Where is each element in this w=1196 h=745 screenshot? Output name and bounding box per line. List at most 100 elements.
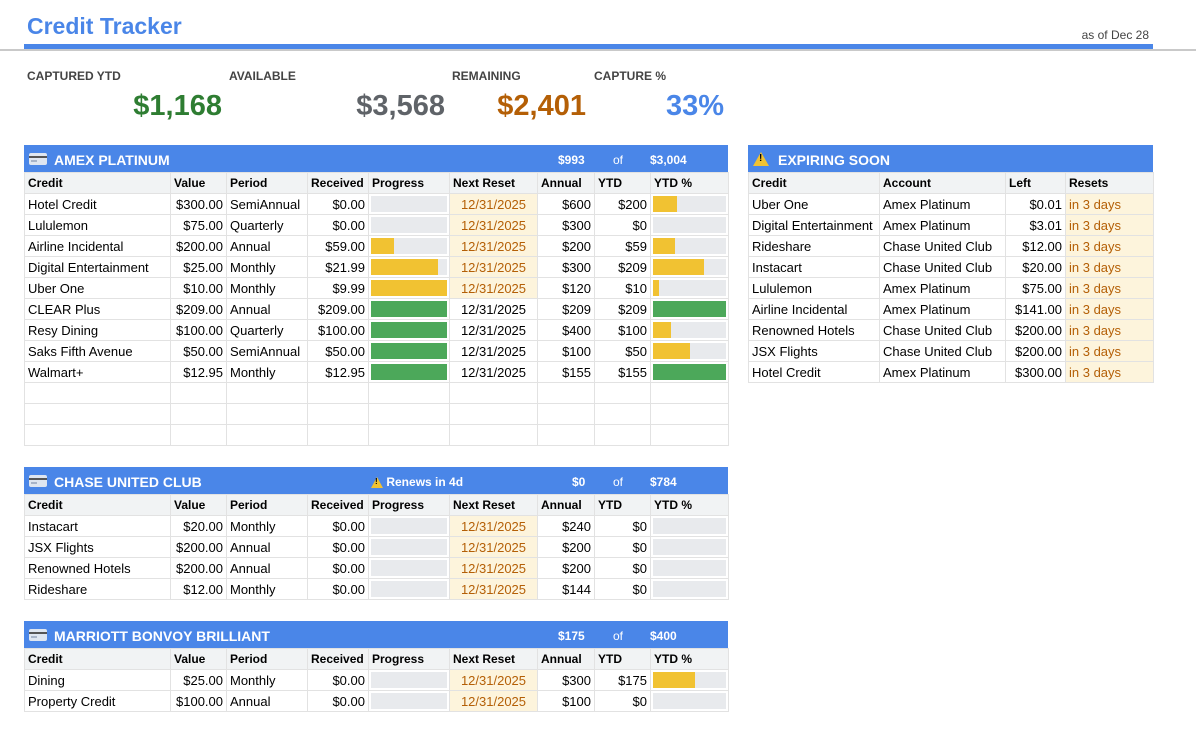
annual-cell: $120 bbox=[537, 277, 595, 299]
ytd-percent-bar bbox=[653, 280, 726, 296]
column-header-progress: Progress bbox=[368, 494, 450, 516]
progress-cell bbox=[368, 690, 450, 712]
received-cell: $0.00 bbox=[307, 557, 369, 579]
annual-cell: $100 bbox=[537, 340, 595, 362]
table-row: Dining $25.00 Monthly $0.00 12/31/2025 $300 $1… bbox=[24, 669, 729, 691]
value-cell: $209.00 bbox=[170, 298, 227, 320]
value-cell: $25.00 bbox=[170, 256, 227, 278]
resets-cell: in 3 days bbox=[1065, 340, 1154, 362]
annual-cell: $200 bbox=[537, 536, 595, 558]
credit-cell: JSX Flights bbox=[24, 536, 171, 558]
progress-cell bbox=[368, 361, 450, 383]
column-header-ytd: YTD bbox=[594, 172, 651, 194]
table-row: Airline Incidental $200.00 Annual $59.00 12/… bbox=[24, 235, 729, 257]
empty-cell bbox=[650, 403, 729, 425]
next-reset-cell: 12/31/2025 bbox=[449, 193, 538, 215]
column-header-credit: Credit bbox=[24, 494, 171, 516]
next-reset-cell: 12/31/2025 bbox=[449, 235, 538, 257]
value-cell: $200.00 bbox=[170, 557, 227, 579]
ytd-percent-bar-fill bbox=[653, 238, 675, 254]
empty-row bbox=[24, 382, 729, 404]
empty-cell bbox=[449, 382, 538, 404]
annual-cell: $300 bbox=[537, 669, 595, 691]
table-row: Hotel Credit $300.00 SemiAnnual $0.00 12/31/… bbox=[24, 193, 729, 215]
resets-cell: in 3 days bbox=[1065, 319, 1154, 341]
marriott-credits-table: Credit Value Period Received Progress Next Re… bbox=[24, 648, 729, 712]
ytd-cell: $10 bbox=[594, 277, 651, 299]
ytd-percent-cell bbox=[650, 578, 729, 600]
page-title: Credit Tracker bbox=[27, 13, 182, 39]
empty-cell bbox=[594, 382, 651, 404]
ytd-percent-bar-fill bbox=[653, 301, 726, 317]
empty-cell bbox=[226, 424, 308, 446]
amex-card-header: AMEX PLATINUM $993 of $3,004 bbox=[24, 145, 728, 172]
ytd-cell: $50 bbox=[594, 340, 651, 362]
ytd-cell: $0 bbox=[594, 515, 651, 537]
marriott-bonvoy-card: MARRIOTT BONVOY BRILLIANT $175 of $400 C… bbox=[24, 621, 729, 712]
progress-bar bbox=[371, 301, 447, 317]
annual-cell: $240 bbox=[537, 515, 595, 537]
empty-cell bbox=[368, 403, 450, 425]
column-header-progress: Progress bbox=[368, 648, 450, 670]
progress-cell bbox=[368, 298, 450, 320]
account-cell: Chase United Club bbox=[879, 256, 1006, 278]
empty-cell bbox=[449, 403, 538, 425]
progress-cell bbox=[368, 536, 450, 558]
period-cell: Monthly bbox=[226, 669, 308, 691]
progress-cell bbox=[368, 193, 450, 215]
credit-cell: Renowned Hotels bbox=[748, 319, 880, 341]
received-cell: $50.00 bbox=[307, 340, 369, 362]
column-header-left: Left bbox=[1005, 172, 1066, 194]
column-header-value: Value bbox=[170, 494, 227, 516]
empty-cell bbox=[24, 403, 171, 425]
period-cell: Monthly bbox=[226, 515, 308, 537]
ytd-cell: $0 bbox=[594, 578, 651, 600]
column-header-received: Received bbox=[307, 494, 369, 516]
value-cell: $100.00 bbox=[170, 690, 227, 712]
value-cell: $100.00 bbox=[170, 319, 227, 341]
ytd-cell: $0 bbox=[594, 536, 651, 558]
annual-cell: $200 bbox=[537, 235, 595, 257]
table-row: Instacart Chase United Club $20.00 in 3 day… bbox=[748, 256, 1154, 278]
column-header-ytd: YTD bbox=[594, 494, 651, 516]
credit-cell: JSX Flights bbox=[748, 340, 880, 362]
column-header-ytd-pct: YTD % bbox=[650, 172, 729, 194]
period-cell: Monthly bbox=[226, 361, 308, 383]
annual-cell: $300 bbox=[537, 214, 595, 236]
empty-cell bbox=[24, 424, 171, 446]
received-cell: $0.00 bbox=[307, 578, 369, 600]
ytd-percent-bar bbox=[653, 259, 726, 275]
received-cell: $59.00 bbox=[307, 235, 369, 257]
ytd-percent-cell bbox=[650, 361, 729, 383]
credit-cell: Digital Entertainment bbox=[24, 256, 171, 278]
empty-cell bbox=[307, 382, 369, 404]
credit-cell: Lululemon bbox=[748, 277, 880, 299]
credit-cell: Resy Dining bbox=[24, 319, 171, 341]
empty-cell bbox=[449, 424, 538, 446]
column-header-period: Period bbox=[226, 172, 308, 194]
ytd-percent-bar bbox=[653, 581, 726, 597]
progress-bar bbox=[371, 693, 447, 709]
amex-platinum-card: AMEX PLATINUM $993 of $3,004 Credit Value… bbox=[24, 145, 729, 446]
table-row: Digital Entertainment Amex Platinum $3.01 i… bbox=[748, 214, 1154, 236]
resets-cell: in 3 days bbox=[1065, 214, 1154, 236]
account-cell: Chase United Club bbox=[879, 235, 1006, 257]
period-cell: Monthly bbox=[226, 277, 308, 299]
amex-total: $3,004 bbox=[650, 153, 687, 167]
received-cell: $0.00 bbox=[307, 193, 369, 215]
progress-bar bbox=[371, 672, 447, 688]
annual-cell: $600 bbox=[537, 193, 595, 215]
ytd-cell: $200 bbox=[594, 193, 651, 215]
next-reset-cell: 12/31/2025 bbox=[449, 515, 538, 537]
title-underline bbox=[24, 44, 1153, 49]
resets-cell: in 3 days bbox=[1065, 277, 1154, 299]
kpi-remaining-value: $2,401 bbox=[497, 90, 586, 122]
table-row: JSX Flights $200.00 Annual $0.00 12/31/2025 $… bbox=[24, 536, 729, 558]
value-cell: $12.00 bbox=[170, 578, 227, 600]
period-cell: Annual bbox=[226, 536, 308, 558]
ytd-percent-cell bbox=[650, 214, 729, 236]
kpi-captured-value: $1,168 bbox=[133, 90, 222, 122]
chase-total: $784 bbox=[650, 475, 677, 489]
account-cell: Amex Platinum bbox=[879, 361, 1006, 383]
empty-cell bbox=[650, 424, 729, 446]
